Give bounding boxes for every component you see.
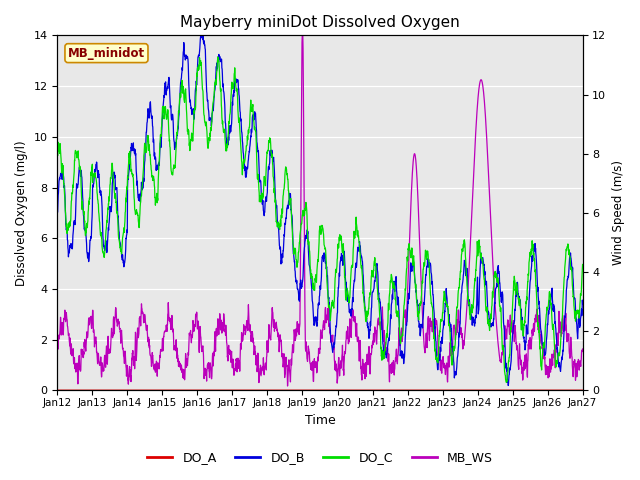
- Text: MB_minidot: MB_minidot: [68, 47, 145, 60]
- Legend: DO_A, DO_B, DO_C, MB_WS: DO_A, DO_B, DO_C, MB_WS: [142, 446, 498, 469]
- Title: Mayberry miniDot Dissolved Oxygen: Mayberry miniDot Dissolved Oxygen: [180, 15, 460, 30]
- Y-axis label: Wind Speed (m/s): Wind Speed (m/s): [612, 160, 625, 265]
- Y-axis label: Dissolved Oxygen (mg/l): Dissolved Oxygen (mg/l): [15, 140, 28, 286]
- X-axis label: Time: Time: [305, 414, 335, 427]
